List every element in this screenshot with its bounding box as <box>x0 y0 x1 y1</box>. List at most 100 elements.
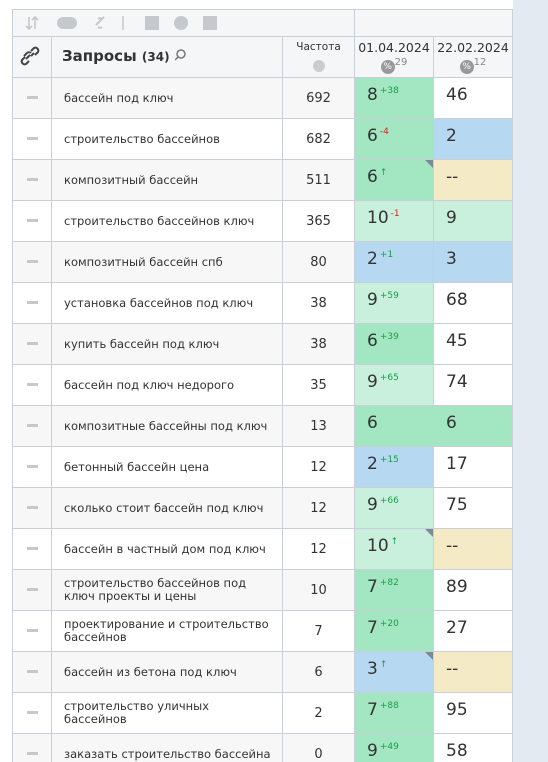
row-icon-cell[interactable] <box>12 693 52 734</box>
link-header[interactable] <box>12 37 52 78</box>
position-cell: 17 <box>434 447 513 488</box>
position-value: 6 <box>367 413 378 433</box>
position-cell: 9 +66 <box>355 488 434 529</box>
position-cell: 6 ↑ <box>355 160 434 201</box>
row-icon-cell[interactable] <box>12 529 52 570</box>
position-change: +59 <box>379 291 399 302</box>
query-text: строительство бассейнов ключ <box>64 213 255 228</box>
row-handle <box>27 178 38 181</box>
query-cell: бетонный бассейн цена <box>52 447 283 488</box>
query-cell: проектирование и строительство бассейнов <box>52 611 283 652</box>
row-icon-cell[interactable] <box>12 652 52 693</box>
position-cell: 6 -4 <box>355 119 434 160</box>
query-text: композитные бассейны под ключ <box>64 418 268 433</box>
row-handle <box>27 711 38 714</box>
query-cell: строительство бассейнов <box>52 119 283 160</box>
query-cell: композитные бассейны под ключ <box>52 406 283 447</box>
position-cell: 7 +88 <box>355 693 434 734</box>
link-icon <box>20 46 40 66</box>
row-icon-cell[interactable] <box>12 160 52 201</box>
corner-flag <box>425 529 433 537</box>
row-handle <box>27 219 38 222</box>
position-cell: 6 +39 <box>355 324 434 365</box>
query-cell: композитный бассейн <box>52 160 283 201</box>
position-value: 7 <box>367 618 378 638</box>
query-text: строительство бассейнов под ключ проекты… <box>64 576 247 603</box>
row-handle <box>27 506 38 509</box>
position-value: 74 <box>446 372 468 392</box>
frequency-cell: 12 <box>283 488 355 529</box>
row-icon-cell[interactable] <box>12 324 52 365</box>
position-value: -- <box>446 167 459 187</box>
row-handle <box>27 629 38 632</box>
toolbar-right <box>355 9 513 37</box>
position-cell: 74 <box>434 365 513 406</box>
date-header[interactable]: 01.04.2024% 29 <box>355 37 434 78</box>
frequency-header[interactable]: Частота <box>283 37 355 78</box>
row-icon-cell[interactable] <box>12 242 52 283</box>
queries-count: (34) <box>141 50 170 64</box>
position-cell: 75 <box>434 488 513 529</box>
position-change: +38 <box>379 86 399 97</box>
query-cell: установка бассейнов под ключ <box>52 283 283 324</box>
position-change: +39 <box>379 332 399 343</box>
row-icon-cell[interactable] <box>12 201 52 242</box>
position-cell: 9 +59 <box>355 283 434 324</box>
frequency-value: 10 <box>310 582 327 598</box>
position-value: 6 <box>367 331 378 351</box>
frequency-value: 692 <box>306 90 331 106</box>
query-cell: сколько стоит бассейн под ключ <box>52 488 283 529</box>
query-cell: заказать строительство бассейна <box>52 734 283 762</box>
frequency-cell: 0 <box>283 734 355 762</box>
position-value: 9 <box>367 495 378 515</box>
query-cell: строительство бассейнов ключ <box>52 201 283 242</box>
frequency-value: 682 <box>306 131 331 147</box>
row-icon-cell[interactable] <box>12 447 52 488</box>
row-icon-cell[interactable] <box>12 570 52 611</box>
frequency-cell: 692 <box>283 78 355 119</box>
row-icon-cell[interactable] <box>12 78 52 119</box>
frequency-cell: 365 <box>283 201 355 242</box>
query-text: заказать строительство бассейна <box>64 746 271 761</box>
date-count: 12 <box>473 57 487 68</box>
position-change: +20 <box>379 619 399 630</box>
query-text: бассейн из бетона под ключ <box>64 664 237 679</box>
row-icon-cell[interactable] <box>12 488 52 529</box>
frequency-value: 38 <box>310 295 327 311</box>
position-change: +66 <box>379 496 399 507</box>
row-icon-cell[interactable] <box>12 119 52 160</box>
position-change: +88 <box>379 701 399 712</box>
frequency-value: 7 <box>314 623 323 639</box>
position-cell: -- <box>434 529 513 570</box>
position-cell: 3 <box>434 242 513 283</box>
position-cell: 7 +82 <box>355 570 434 611</box>
row-icon-cell[interactable] <box>12 611 52 652</box>
position-change: -1 <box>390 209 400 220</box>
position-value: 89 <box>446 577 468 597</box>
frequency-value: 13 <box>310 418 327 434</box>
position-cell: 9 <box>434 201 513 242</box>
toolbar-icons <box>25 15 217 31</box>
row-icon-cell[interactable] <box>12 365 52 406</box>
date-label: 22.02.2024 <box>437 40 509 55</box>
position-cell: 89 <box>434 570 513 611</box>
corner-flag <box>425 652 433 660</box>
search-icon <box>174 49 186 61</box>
position-cell: 2 +15 <box>355 447 434 488</box>
row-icon-cell[interactable] <box>12 283 52 324</box>
position-change: ↑ <box>379 168 388 179</box>
position-change: +65 <box>379 373 399 384</box>
row-handle <box>27 301 38 304</box>
queries-header[interactable]: Запросы (34) <box>52 37 283 78</box>
row-icon-cell[interactable] <box>12 406 52 447</box>
row-handle <box>27 96 38 99</box>
row-icon-cell[interactable] <box>12 734 52 762</box>
position-value: 10 <box>367 536 389 556</box>
position-value: 9 <box>367 372 378 392</box>
query-cell: строительство бассейнов под ключ проекты… <box>52 570 283 611</box>
date-header[interactable]: 22.02.2024% 12 <box>434 37 513 78</box>
position-value: 68 <box>446 290 468 310</box>
date-label: 01.04.2024 <box>358 40 430 55</box>
